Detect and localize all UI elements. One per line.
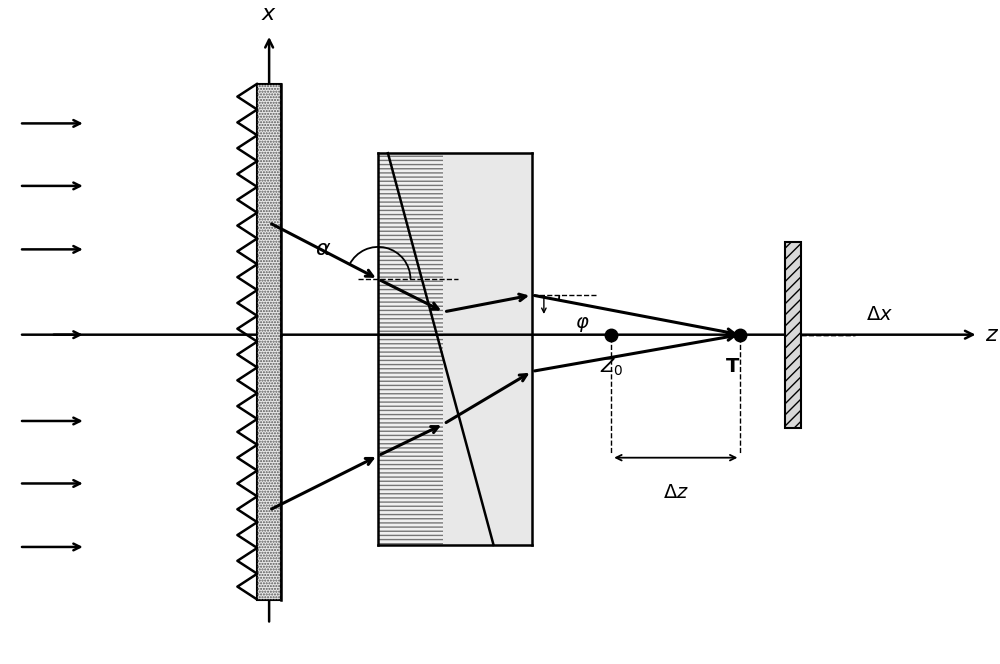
Text: $x$: $x$ (261, 4, 277, 24)
Bar (378, 153, 443, 545)
Text: $\varphi$: $\varphi$ (575, 315, 589, 334)
Bar (257, 84, 281, 600)
Bar (257, 84, 281, 600)
Text: $\alpha$: $\alpha$ (315, 240, 332, 260)
Bar (378, 153, 443, 545)
Bar (443, 153, 532, 545)
Bar (785, 242, 801, 428)
Text: $\Delta x$: $\Delta x$ (866, 305, 893, 324)
Text: $\Delta z$: $\Delta z$ (663, 483, 689, 503)
Text: $z$: $z$ (985, 325, 999, 345)
Text: $Z_0$: $Z_0$ (600, 357, 623, 378)
Bar (443, 153, 532, 545)
Text: T: T (726, 357, 739, 376)
